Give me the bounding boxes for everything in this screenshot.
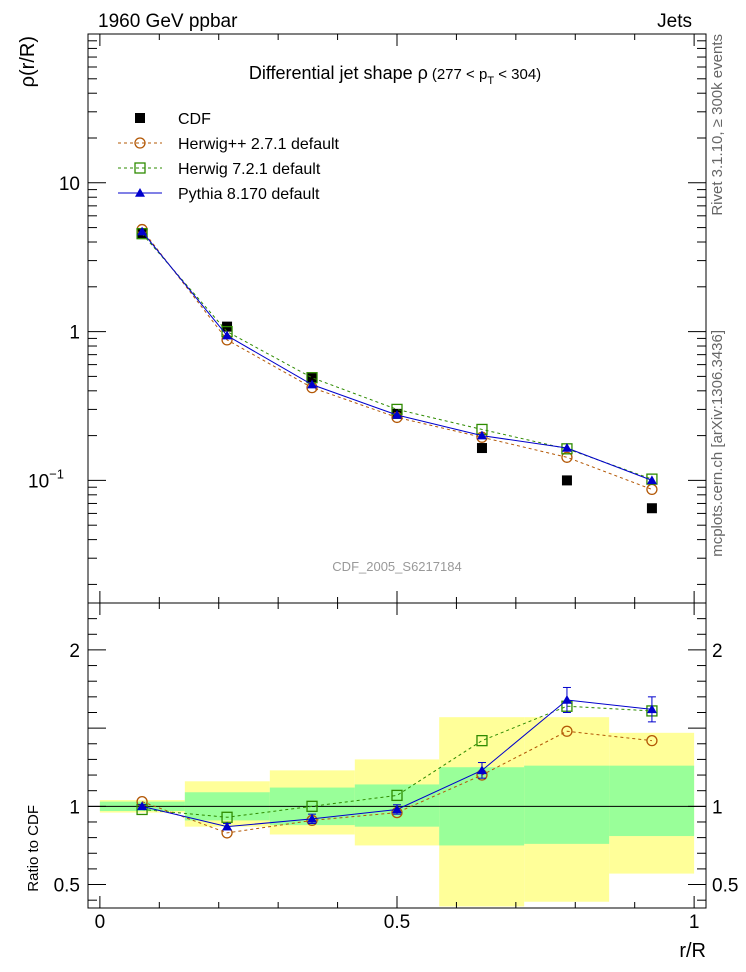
- ratio-band-inner: [524, 765, 610, 844]
- main-point-pythia-8-170-default: [222, 330, 233, 340]
- main-point-pythia-8-170-default: [137, 226, 148, 236]
- main-title-text: Differential jet shape ρ: [249, 63, 428, 83]
- ratio-line-herwig-7-2-1-default: [142, 705, 652, 818]
- ratio-point-herwig-7-2-1-default: [306, 800, 318, 812]
- x-tick-label: 0: [95, 912, 106, 933]
- legend-label: Herwig 7.2.1 default: [178, 161, 321, 178]
- ratio-band-inner: [609, 765, 695, 837]
- main-title: Differential jet shape ρ (277 < pT < 304): [249, 63, 541, 87]
- ratio-panel: 0 0.5 1 0.5 0.5 1 1 2 2: [54, 602, 738, 933]
- ratio-ytick-label-left: 2: [69, 641, 80, 662]
- ratio-ytick-label-right: 2: [712, 641, 723, 662]
- legend-marker: [134, 137, 146, 149]
- main-title-sub: T: [487, 75, 494, 87]
- main-point-cdf: [307, 372, 318, 383]
- legend-marker: [135, 188, 145, 197]
- jets-label: Jets: [657, 11, 692, 32]
- main-point-pythia-8-170-default: [307, 379, 318, 389]
- rivet-label: Rivet 3.1.10, ≥ 300k events: [709, 34, 726, 216]
- legend: CDF Herwig++ 2.7.1 default Herwig 7.2.1 de…: [118, 111, 340, 203]
- ratio-point-herwig-7-2-1-default: [391, 789, 403, 802]
- main-point-cdf: [561, 475, 572, 486]
- ratio-point-herwig-2-7-1-default: [646, 734, 658, 747]
- ratio-ytick-label-right: 1: [712, 797, 723, 818]
- main-title-end: < 304): [494, 66, 541, 83]
- ratio-ylabel: Ratio to CDF: [25, 805, 42, 892]
- ratio-ytick-label-left: 1: [69, 797, 80, 818]
- main-point-cdf: [646, 503, 657, 514]
- legend-label: CDF: [178, 111, 211, 128]
- ratio-point-pythia-8-170-default: [561, 694, 572, 704]
- ratio-line-herwig-2-7-1-default: [141, 730, 652, 834]
- main-title-range: (277 < p: [432, 66, 487, 83]
- ratio-point-pythia-8-170-default: [392, 804, 402, 814]
- mcplots-label: mcplots.cern.ch [arXiv:1306.3436]: [709, 330, 726, 557]
- main-line-pythia-8-170-default: [141, 231, 653, 481]
- analysis-label: CDF_2005_S6217184: [332, 559, 461, 574]
- main-ytick-label: 10−1: [28, 466, 64, 492]
- main-point-pythia-8-170-default: [392, 410, 402, 419]
- x-tick-label: 0.5: [384, 912, 410, 933]
- main-point-herwig-2-7-1-default: [561, 451, 573, 463]
- legend-marker: [135, 113, 145, 123]
- x-tick-label: 1: [689, 912, 700, 933]
- ratio-point-herwig-2-7-1-default: [561, 725, 573, 737]
- ratio-xlabel: r/R: [679, 940, 706, 962]
- main-line-herwig-2-7-1-default: [141, 229, 653, 490]
- ratio-ytick-label-left: 0.5: [54, 876, 80, 897]
- ratio-point-pythia-8-170-default: [476, 765, 487, 775]
- main-point-herwig-2-7-1-default: [646, 483, 658, 496]
- ratio-point-herwig-7-2-1-default: [476, 734, 488, 747]
- legend-label: Herwig++ 2.7.1 default: [178, 136, 340, 153]
- main-point-pythia-8-170-default: [561, 443, 572, 452]
- main-ytick-label: 10: [59, 174, 80, 195]
- energy-label: 1960 GeV ppbar: [98, 11, 238, 32]
- main-point-pythia-8-170-default: [646, 475, 657, 485]
- main-ytick-label-exp: −1: [49, 466, 64, 481]
- main-point-cdf: [476, 443, 487, 454]
- ratio-point-pythia-8-170-default: [646, 704, 657, 714]
- main-line-herwig-7-2-1-default: [141, 233, 653, 480]
- ratio-point-pythia-8-170-default: [137, 801, 148, 811]
- legend-marker: [134, 162, 146, 174]
- ratio-point-pythia-8-170-default: [307, 813, 318, 823]
- legend-label: Pythia 8.170 default: [178, 186, 320, 203]
- main-ytick-label: 1: [69, 323, 80, 344]
- main-point-pythia-8-170-default: [476, 430, 487, 440]
- ratio-point-pythia-8-170-default: [222, 821, 233, 831]
- ratio-ytick-label-right: 0.5: [712, 876, 738, 897]
- main-ylabel: ρ(r/R): [17, 36, 39, 87]
- main-panel: 10 1 10−1: [28, 33, 707, 604]
